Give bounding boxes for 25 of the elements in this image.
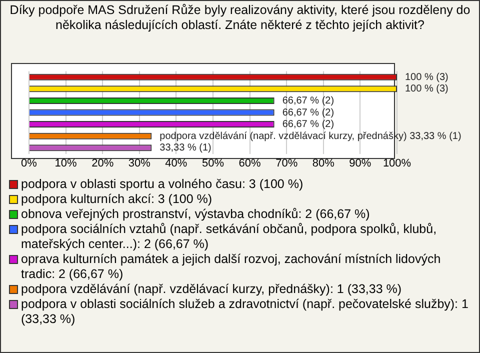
- x-tick-label: 40%: [165, 157, 188, 170]
- legend-label: obnova veřejných prostranství, výstavba chodníků: 2 (66,67 %): [21, 207, 370, 221]
- data-label: 33,33 % (1): [160, 142, 212, 154]
- x-tick-label: 60%: [238, 157, 262, 170]
- data-label: 66,67 % (2): [282, 95, 334, 106]
- legend-label: podpora vzdělávání (např. vzdělávací kurzy, přednášky): 1 (33,33 %): [21, 282, 402, 296]
- legend-label: podpora v oblasti sociálních služeb a zdravotnictví (např. pečovatelské služby): 1 (33,33 %): [21, 297, 468, 326]
- legend-label: oprava kulturních památek a jejich další rozvoj, zachování místních lidových tradic: 2 (66,67 %): [21, 252, 441, 281]
- x-tick-label: 30%: [128, 157, 151, 170]
- data-label: 100 % (3): [405, 84, 448, 95]
- x-tick-label: 10%: [54, 157, 78, 170]
- legend-label: podpora v oblasti sportu a volného času: 3 (100 %): [21, 177, 304, 191]
- x-tick-label: 100%: [382, 157, 412, 170]
- x-tick-label: 0%: [21, 157, 38, 170]
- legend-label: podpora sociálních vztahů (např. setkávání občanů, podpora spolků, klubů, mateřských center...): 2 (66,67 %): [21, 222, 437, 251]
- data-label: 100 % (3): [405, 72, 448, 83]
- x-tick-label: 90%: [349, 157, 372, 170]
- x-tick-label: 50%: [202, 157, 224, 170]
- data-label: 66,67 % (2): [282, 119, 334, 130]
- x-tick-label: 70%: [276, 157, 298, 170]
- x-tick-label: 80%: [312, 157, 335, 170]
- chart-title: Díky podpoře MAS Sdružení Růže byly realizovány aktivity, které jsou rozděleny do několika následujících oblastí. Znáte některé z těchto jejích aktivit?: [8, 3, 472, 33]
- x-tick-label: 20%: [92, 157, 114, 170]
- legend-label: podpora kulturních akcí: 3 (100 %): [21, 192, 212, 206]
- data-label: 66,67 % (2): [282, 107, 334, 118]
